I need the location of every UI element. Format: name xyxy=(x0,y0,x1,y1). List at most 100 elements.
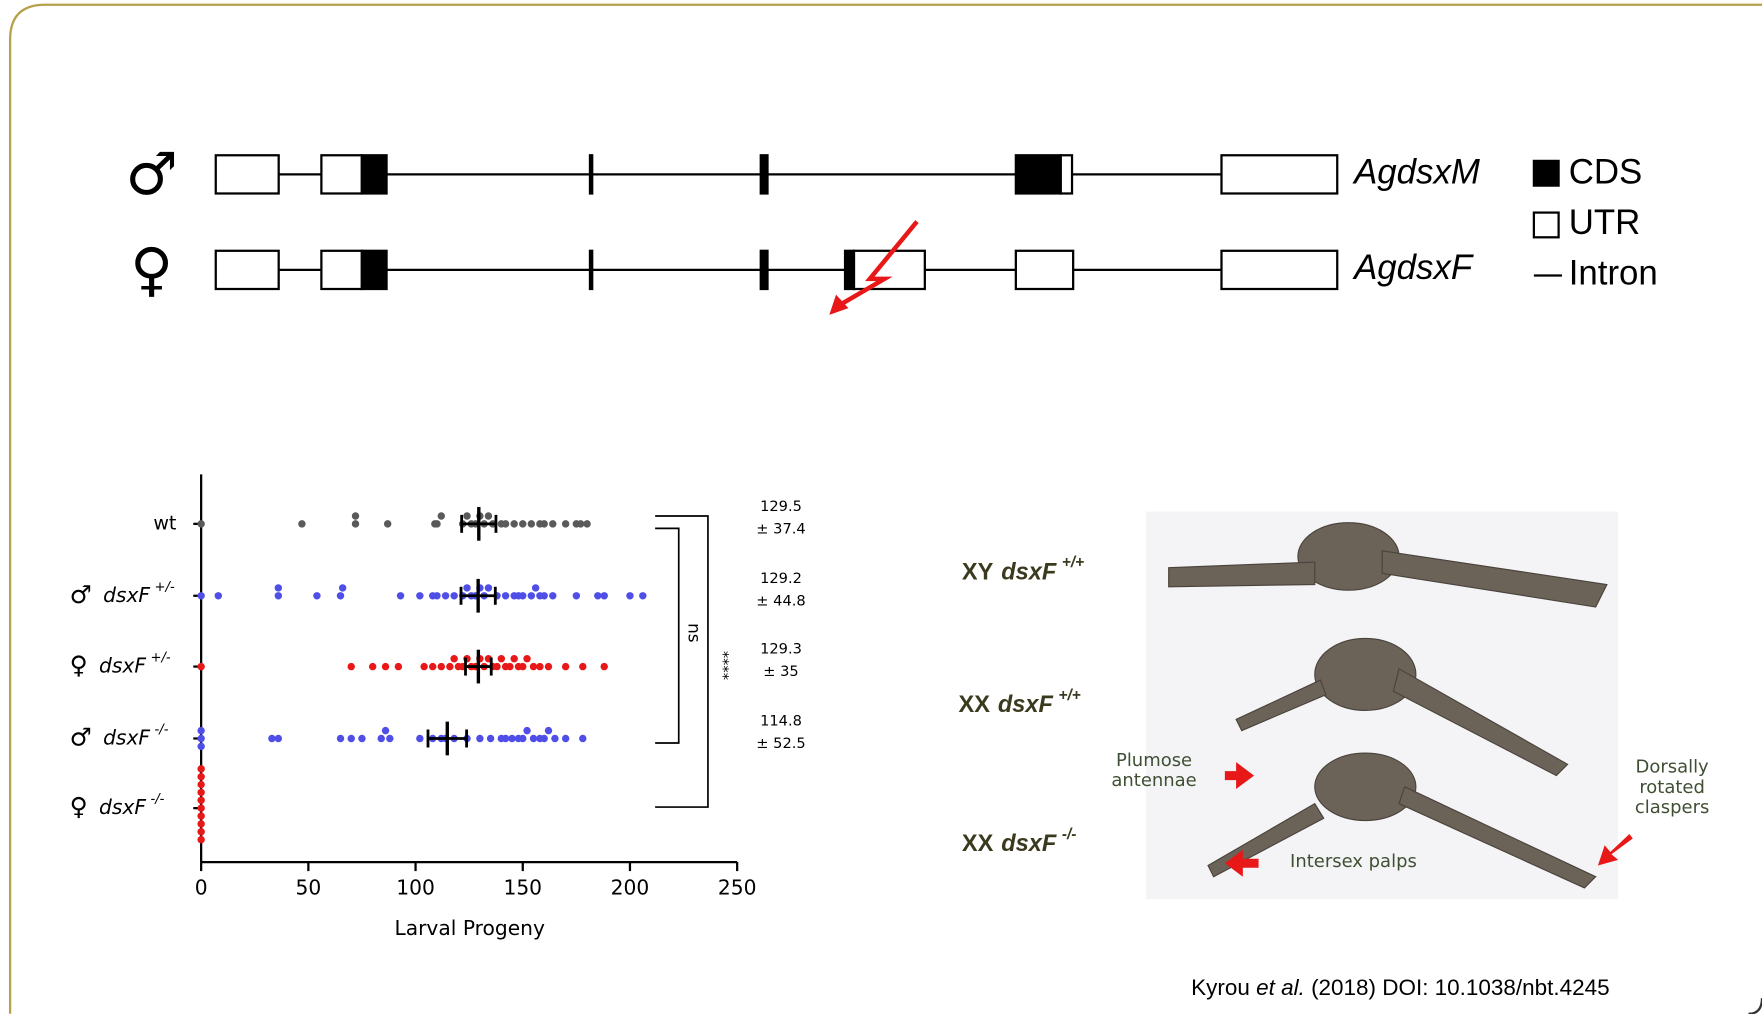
data-point xyxy=(485,512,492,519)
data-point xyxy=(197,804,204,811)
data-point xyxy=(536,663,543,670)
data-point xyxy=(275,735,282,742)
karyotype: XX xyxy=(962,830,994,856)
sd-label: ± 52.5 xyxy=(756,735,805,752)
allele: +/- xyxy=(155,579,175,594)
data-point xyxy=(197,797,204,804)
annotation: antennae xyxy=(1111,770,1196,791)
allele: +/- xyxy=(150,650,170,665)
data-point xyxy=(519,735,526,742)
data-point xyxy=(378,735,385,742)
data-point xyxy=(493,663,500,670)
data-point xyxy=(577,520,584,527)
data-point xyxy=(519,592,526,599)
data-point xyxy=(416,592,423,599)
x-tick-label: 50 xyxy=(295,876,321,900)
data-point xyxy=(594,592,601,599)
data-point xyxy=(197,765,204,772)
data-point xyxy=(337,592,344,599)
data-point xyxy=(573,592,580,599)
mutation-arrowhead xyxy=(829,295,848,315)
genotype: dsxF xyxy=(103,582,150,606)
sex-symbol: ♂ xyxy=(70,580,92,609)
page: {"gene_diagram":{"male_symbol":"♂","fema… xyxy=(0,0,1762,1014)
data-point xyxy=(626,592,633,599)
genotype: dsxF xyxy=(103,725,150,749)
annotation: Plumose xyxy=(1116,750,1192,771)
data-point xyxy=(384,520,391,527)
data-point xyxy=(579,735,586,742)
data-point xyxy=(352,520,359,527)
x-axis-label: Larval Progeny xyxy=(394,916,545,940)
data-point xyxy=(532,584,539,591)
sd-label: ± 35 xyxy=(763,663,798,680)
data-point xyxy=(197,743,204,750)
data-point xyxy=(523,727,530,734)
data-point xyxy=(485,584,492,591)
data-point xyxy=(502,735,509,742)
data-point xyxy=(197,592,204,599)
gene: dsxF xyxy=(998,691,1054,717)
data-point xyxy=(197,727,204,734)
x-tick-label: 250 xyxy=(718,876,757,900)
data-point xyxy=(433,592,440,599)
legend-label: UTR xyxy=(1569,203,1641,242)
allele: -/- xyxy=(1062,826,1076,843)
data-point xyxy=(523,655,530,662)
y-tick-label: ♂ dsxF +/- xyxy=(70,579,175,608)
allele: -/- xyxy=(150,792,164,807)
data-point xyxy=(639,592,646,599)
significance-brackets xyxy=(655,516,708,807)
data-point xyxy=(540,592,547,599)
significance-label: ns xyxy=(684,623,704,642)
slide: ♂ ♀ AgdsxM AgdsxF CDS UTR Intron Larval … xyxy=(0,0,1762,1014)
x-tick-label: 150 xyxy=(503,876,542,900)
data-point xyxy=(510,520,517,527)
data-point xyxy=(275,592,282,599)
data-point xyxy=(339,584,346,591)
data-point xyxy=(358,735,365,742)
data-point xyxy=(530,735,537,742)
data-point xyxy=(545,727,552,734)
data-point xyxy=(420,663,427,670)
transcript-label: AgdsxF xyxy=(1352,248,1474,287)
data-point xyxy=(197,812,204,819)
data-point xyxy=(549,592,556,599)
data-point xyxy=(519,520,526,527)
sex-symbol: ♀ xyxy=(70,792,88,821)
female-symbol: ♀ xyxy=(130,235,173,303)
annotation: Intersex palps xyxy=(1290,851,1417,872)
data-point xyxy=(197,663,204,670)
data-point xyxy=(382,663,389,670)
karyotype: XX xyxy=(959,691,991,717)
data-point xyxy=(562,735,569,742)
y-tick-label: wt xyxy=(153,511,177,534)
data-point xyxy=(197,735,204,742)
gene: dsxF xyxy=(1001,830,1057,856)
data-point xyxy=(442,592,449,599)
data-point xyxy=(549,520,556,527)
data-point xyxy=(502,592,509,599)
data-point xyxy=(528,592,535,599)
frame-corner xyxy=(1749,998,1762,1014)
annotation: claspers xyxy=(1635,797,1709,818)
y-tick-label: ♂dsxF-/- xyxy=(70,722,169,751)
data-point xyxy=(498,655,505,662)
data-point xyxy=(506,663,513,670)
data-point xyxy=(197,520,204,527)
citation-author: Kyrou xyxy=(1191,975,1250,1000)
data-point xyxy=(416,735,423,742)
transcript-label: AgdsxM xyxy=(1352,153,1481,192)
genotype: dsxF xyxy=(99,653,146,677)
data-point xyxy=(463,512,470,519)
data-point xyxy=(382,727,389,734)
significance-label: **** xyxy=(715,651,732,680)
data-point xyxy=(446,663,453,670)
annotation: rotated xyxy=(1639,777,1705,798)
data-point xyxy=(197,828,204,835)
genotype: dsxF xyxy=(99,795,146,819)
annotation: Dorsally xyxy=(1635,757,1709,778)
data-point xyxy=(215,592,222,599)
